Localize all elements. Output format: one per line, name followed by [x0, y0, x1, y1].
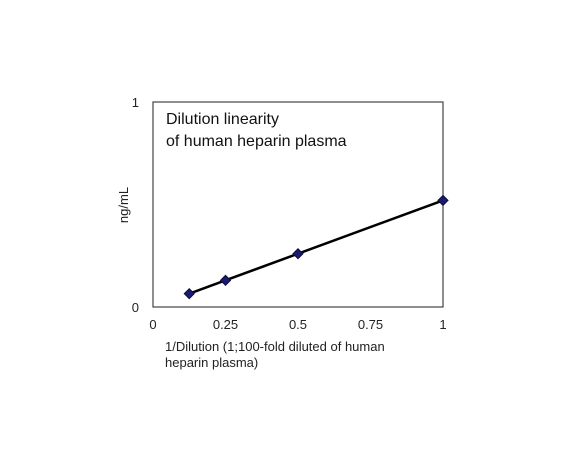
y-axis-ticks: 01: [132, 95, 139, 315]
x-tick-label: 1: [439, 317, 446, 332]
x-tick-label: 0.5: [289, 317, 307, 332]
x-tick-label: 0.75: [358, 317, 383, 332]
y-tick-label: 0: [132, 300, 139, 315]
chart-title-line-2: of human heparin plasma: [166, 133, 347, 150]
series-line: [188, 199, 444, 295]
series-layer: [183, 194, 449, 300]
x-axis-ticks: 0 0.25 0.5 0.75 1: [149, 317, 446, 332]
x-axis-title-line-2: heparin plasma): [165, 355, 258, 370]
x-tick-label: 0: [149, 317, 156, 332]
y-tick-label: 1: [132, 95, 139, 110]
y-axis-title: ng/mL: [116, 187, 131, 223]
chart-title-line-1: Dilution linearity: [166, 111, 279, 128]
data-point: [219, 274, 232, 287]
data-point: [437, 194, 449, 207]
x-axis-title-line-1: 1/Dilution (1;100-fold diluted of human: [165, 339, 385, 354]
data-point: [292, 247, 304, 260]
data-point: [183, 287, 195, 300]
x-tick-label: 0.25: [213, 317, 238, 332]
